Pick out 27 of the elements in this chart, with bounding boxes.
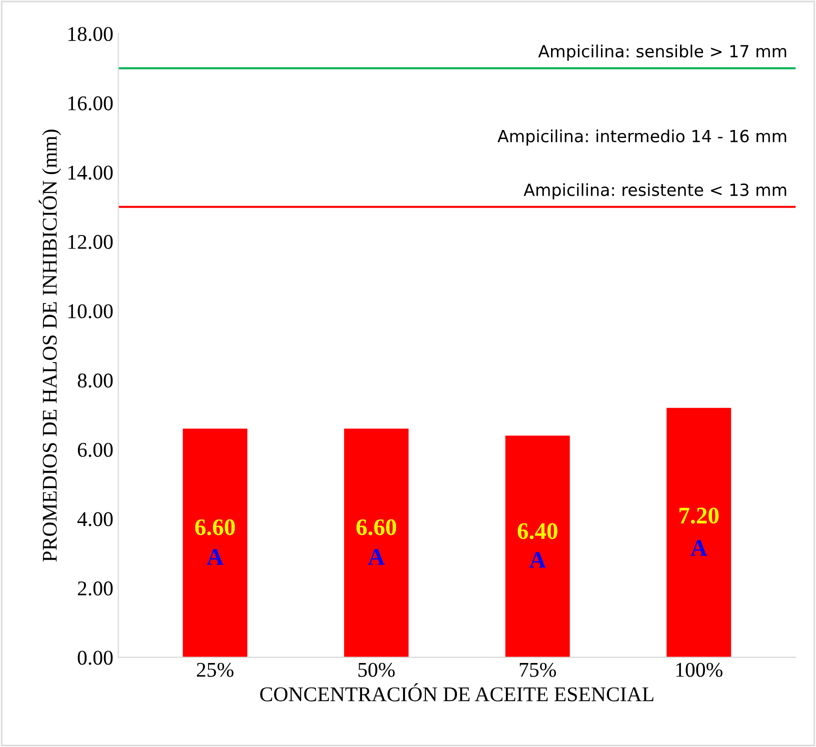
annotation: A [690,540,708,556]
x-tick-label: 100% [676,662,722,677]
x-tick-label: 75% [520,662,556,677]
y-tick-label: 8.00 [78,374,113,388]
data-label: 7.20 [680,508,719,524]
y-tick-label: 10.00 [68,304,113,318]
y-tick-label: 4.00 [77,512,113,526]
y-tick-label: 6.00 [78,442,113,457]
data-label: 6.60 [195,519,235,536]
y-tick-label: 18.00 [68,26,113,42]
annotation: Ampicilina: intermedio 14 - 16 mm [498,130,786,146]
annotation: A [368,549,385,565]
data-label: 6.60 [356,519,396,536]
y-tick-label: 12.00 [68,234,113,250]
ref-line-label: Ampicilina: resistente < 13 mm [524,183,786,200]
y-tick-label: 14.00 [68,166,113,180]
x-tick-label: 50% [358,662,395,677]
x-axis-title: CONCENTRACIÓN DE ACEITE ESENCIAL [260,683,654,702]
y-tick-label: 0.00 [78,650,113,665]
y-axis-title: PROMEDIOS DE HALOS DE INHIBICIÓN (mm) [38,130,62,562]
y-tick-label: 2.00 [78,581,113,596]
x-tick-label: 25% [196,662,234,677]
data-label: 6.40 [518,523,558,540]
ref-line-label: Ampicilina: sensible > 17 mm [538,44,786,61]
y-tick-label: 16.00 [68,96,113,110]
annotation: A [206,549,224,565]
annotation: A [529,552,546,568]
